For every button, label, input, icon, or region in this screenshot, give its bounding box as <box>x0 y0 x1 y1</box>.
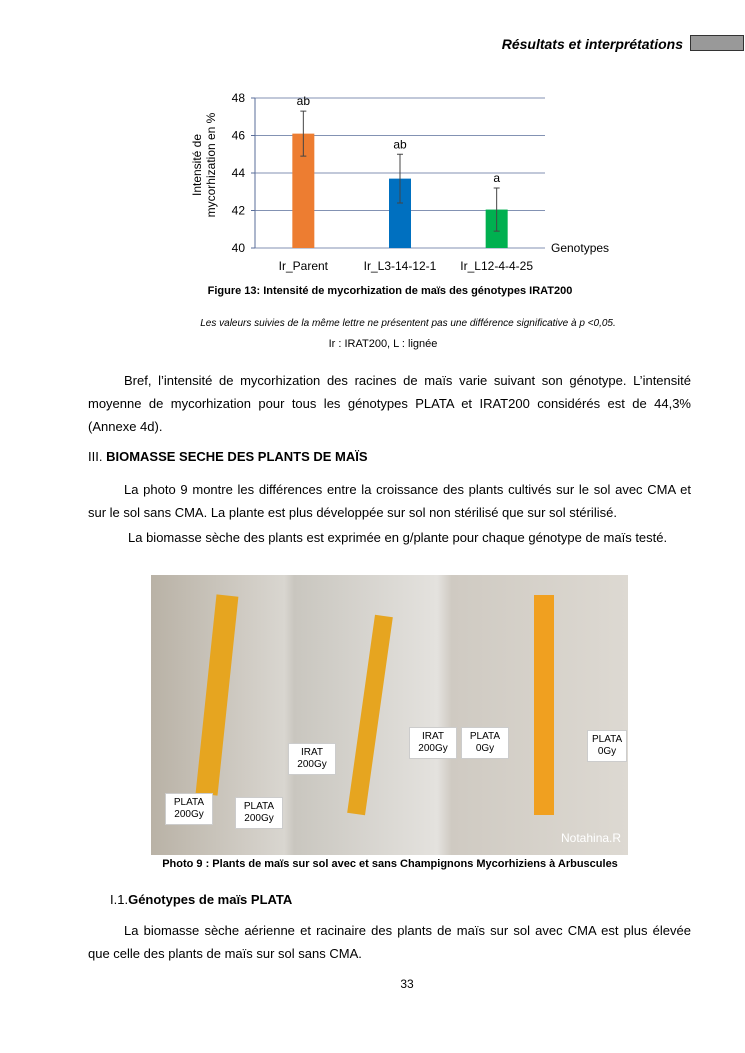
subsection-number: I.1. <box>110 892 129 907</box>
photo-label: PLATA 0Gy <box>461 727 509 759</box>
chart: 40 42 44 46 48 Intensité de mycorhization en %… <box>190 91 609 273</box>
figure-caption: Figure 13: Intensité de mycorhization de… <box>207 285 573 297</box>
paragraph: La biomasse sèche aérienne et racinaire … <box>88 923 691 961</box>
section-heading: III. BIOMASSE SECHE DES PLANTS DE MAÏS <box>88 449 368 464</box>
y-tick-label: 40 <box>232 241 246 255</box>
paragraph: La photo 9 montre les différences entre … <box>88 482 691 520</box>
photo-caption: Photo 9 : Plants de maïs sur sol avec et… <box>162 858 618 870</box>
abbreviations: Ir : IRAT200, L : lignée <box>328 338 438 350</box>
photo-credit: Notahina.R <box>561 831 622 845</box>
y-tick-label: 42 <box>232 204 246 218</box>
significance-letter: ab <box>393 137 407 151</box>
section-number: III. <box>88 449 103 464</box>
y-tick-label: 46 <box>232 129 246 143</box>
x-tick-label: Ir_L3-14-12-1 <box>364 259 437 273</box>
page-number: 33 <box>400 977 414 991</box>
photo: PLATA 200Gy PLATA 200Gy IRAT 200Gy IRAT … <box>151 575 628 855</box>
x-tick-label: Ir_Parent <box>279 259 329 273</box>
paragraph: Bref, l’intensité de mycorhization des r… <box>88 373 691 434</box>
subsection-heading: I.1.Génotypes de maïs PLATA <box>110 892 292 907</box>
photo-label: PLATA 0Gy <box>587 730 627 762</box>
bar <box>389 178 411 248</box>
bar <box>292 133 315 248</box>
subsection-title: Génotypes de maïs PLATA <box>128 892 293 907</box>
figure-note: Les valeurs suivies de la même lettre ne… <box>200 318 616 329</box>
y-axis-label: Intensité de <box>190 134 204 196</box>
header-title: Résultats et interprétations <box>501 36 683 52</box>
x-axis-label: Genotypes <box>551 241 609 255</box>
y-axis-label: mycorhization en % <box>204 112 218 217</box>
significance-letter: a <box>493 171 500 185</box>
photo-label: IRAT 200Gy <box>288 743 336 775</box>
paragraph: La biomasse sèche des plants est exprimé… <box>128 530 668 545</box>
y-tick-label: 44 <box>232 166 246 180</box>
photo-label: IRAT 200Gy <box>409 727 457 759</box>
section-title: BIOMASSE SECHE DES PLANTS DE MAÏS <box>106 449 368 464</box>
header-box <box>690 35 744 51</box>
significance-letter: ab <box>297 94 311 108</box>
x-tick-label: Ir_L12-4-4-25 <box>460 259 533 273</box>
y-tick-label: 48 <box>232 91 246 105</box>
photo-label: PLATA 200Gy <box>235 797 283 829</box>
photo-label: PLATA 200Gy <box>165 793 213 825</box>
